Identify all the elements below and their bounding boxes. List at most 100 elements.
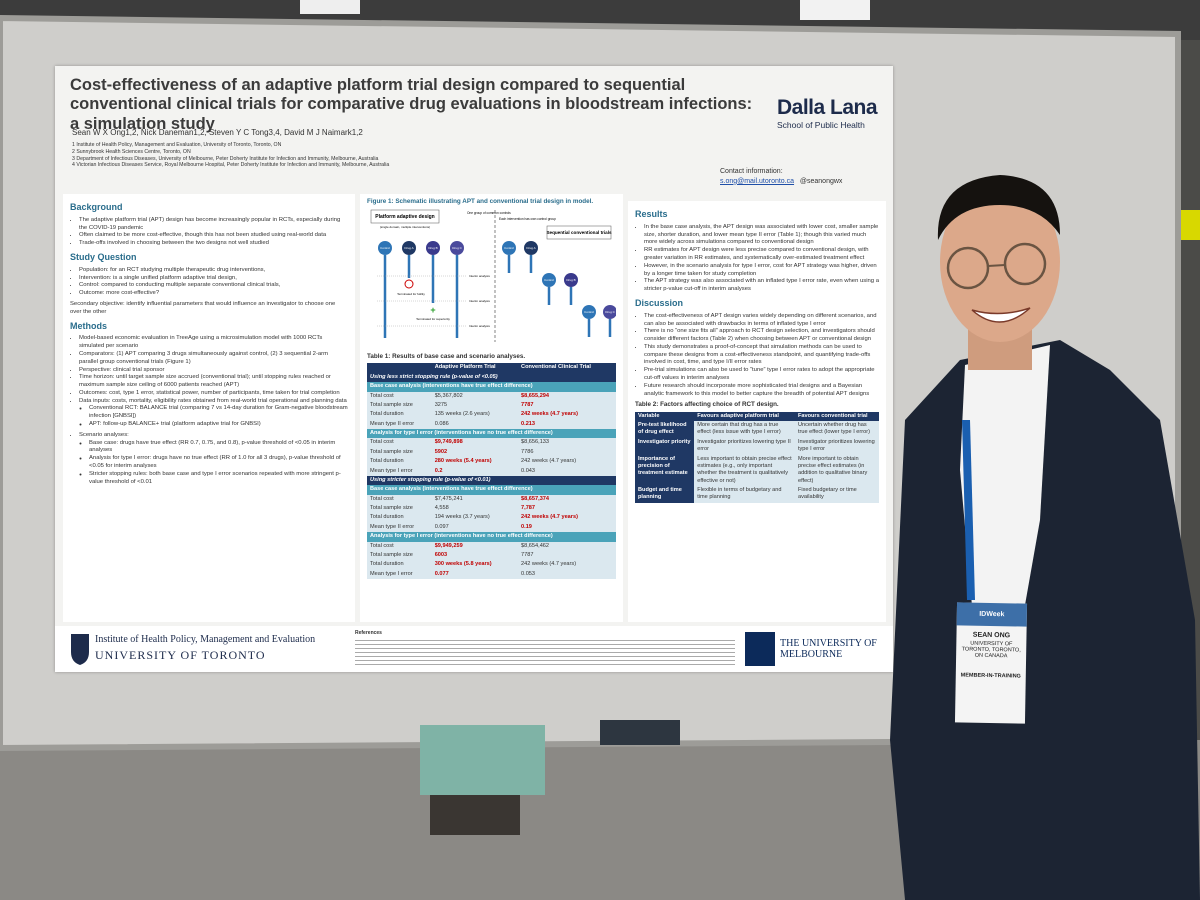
bullet: Future research should incorporate more …	[644, 383, 879, 399]
table-cell: Budget and time planning	[635, 486, 695, 503]
arm-label: Drug C	[452, 246, 462, 250]
note-right: Each intervention has own control group	[499, 217, 556, 221]
section-heading: Methods	[70, 320, 107, 331]
table-caption: Table 2: Factors affecting choice of RCT…	[635, 401, 779, 409]
affiliation: 2 Sunnybrook Health Sciences Centre, Tor…	[72, 148, 191, 155]
table-cell: $9,749,898	[431, 438, 519, 448]
bullet: Population: for an RCT studying multiple…	[79, 267, 348, 275]
table-cell: $7,475,241	[431, 494, 519, 504]
interim-label: Interim analysis	[469, 324, 490, 328]
table-cell: 0.19	[518, 522, 616, 533]
arm-node	[426, 241, 440, 256]
analysis-label: Base case analysis (interventions have t…	[367, 382, 616, 392]
table-header-row: Adaptive Platform Trial Conventional Clin…	[367, 363, 616, 373]
table-cell: $8,656,133	[518, 438, 616, 448]
table-cell: 242 weeks (4.7 years)	[518, 513, 616, 523]
bullet-list: Model-based economic evaluation in TreeA…	[70, 335, 348, 486]
arm-node	[564, 273, 578, 288]
sub-bullet: Conventional RCT: BALANCE trial (compari…	[89, 405, 348, 421]
arm-label: Control	[544, 278, 554, 282]
sub-bullet: Base case: drugs have true effect (RR 0.…	[89, 440, 348, 456]
uoft-institute: Institute of Health Policy, Management a…	[95, 634, 316, 645]
face	[940, 182, 1060, 342]
logo: Dalla Lana School of Public Health	[777, 96, 887, 130]
legs	[430, 795, 520, 835]
sub-bullet: Analysis for type I error: drugs have no…	[89, 455, 348, 471]
table-cell: 7786	[518, 447, 616, 458]
table-cell: 3275	[431, 400, 519, 411]
sub-bullet: Stricter stopping rules: both base case …	[89, 471, 348, 487]
bullet: Scenario analyses: Base case: drugs have …	[79, 432, 348, 486]
table-row: Total duration 194 weeks (3.7 years) 242 w…	[367, 513, 616, 523]
arm-label: Drug B	[566, 278, 575, 282]
right-column: Results In the base case analysis, the AP…	[628, 201, 886, 622]
section-heading: Results	[635, 209, 668, 219]
poster: Cost-effectiveness of an adaptive platfo…	[55, 66, 893, 672]
table-row: Importance of precision of treatment est…	[635, 454, 879, 487]
table-cell: 5902	[431, 447, 519, 458]
table-header-cell: Favours adaptive platform trial	[694, 411, 795, 422]
table-cell: Mean type II error	[367, 419, 432, 429]
note-left: One group of common controls	[467, 211, 511, 215]
bullet: Data inputs: costs, mortality, eligibili…	[79, 398, 348, 429]
figure-caption: Figure 1: Schematic illustrating APT and…	[367, 198, 594, 205]
table-cell: 6003	[431, 550, 519, 561]
factors-table: Variable Favours adaptive platform trial F…	[635, 411, 879, 503]
table-header-cell: Adaptive Platform Trial	[431, 363, 519, 373]
futility-label: Terminated for futility	[397, 292, 425, 296]
bullet: However, in the scenario analysis for ty…	[644, 263, 879, 279]
affiliations: 1 Institute of Health Policy, Management…	[72, 142, 672, 169]
table-cell: $8,654,462	[518, 541, 616, 551]
table-cell: Less important to obtain precise effect …	[694, 454, 795, 487]
bullet-text: Data inputs: costs, mortality, eligibili…	[79, 397, 347, 404]
bullet: Time horizon: until target sample size a…	[79, 374, 348, 390]
uoft-name: UNIVERSITY OF TORONTO	[95, 648, 266, 662]
table-header-cell: Favours conventional trial	[794, 411, 879, 422]
table-cell: Total sample size	[367, 550, 432, 561]
arm-node	[378, 241, 392, 256]
table-cell: 194 weeks (3.7 years)	[431, 513, 519, 523]
email: s.ong@mail.utoronto.ca	[720, 177, 795, 185]
logo-sub: School of Public Health	[777, 120, 865, 130]
table-cell: 135 weeks (2.6 years)	[431, 410, 519, 420]
bullet: Outcome: more cost-effective?	[79, 290, 348, 298]
badge-institution: UNIVERSITY OF TORONTO, TORONTO, ON CANAD…	[961, 640, 1021, 660]
table-cell: 300 weeks (5.8 years)	[431, 560, 519, 570]
table-cell: Total duration	[367, 410, 432, 420]
table-cell: 4,558	[431, 504, 519, 514]
section-heading: Background	[70, 202, 123, 212]
bullet: Perspective: clinical trial sponsor	[79, 367, 348, 375]
table-cell: Total duration	[367, 457, 432, 467]
table-row: Total cost $9,949,259 $8,654,462	[367, 541, 616, 551]
bullet: This study demonstrates a proof-of-conce…	[644, 344, 879, 367]
arm-node	[502, 241, 516, 256]
interim-label: Interim analysis	[469, 274, 490, 278]
bullet: Control: compared to conducting multiple…	[79, 282, 348, 290]
contact: Contact information: s.ong@mail.utoronto…	[720, 167, 842, 187]
table-row: Total cost $9,749,898 $8,656,133	[367, 438, 616, 448]
left-label-box	[370, 210, 440, 224]
analysis-label: Base case analysis (interventions have t…	[367, 485, 616, 495]
secondary-objective: Secondary objective: identify influentia…	[70, 301, 336, 315]
table-header-cell	[367, 363, 432, 373]
bullet: Pre-trial simulations can also be used t…	[644, 367, 879, 383]
badge-role: MEMBER-IN-TRAINING	[960, 672, 1021, 680]
table-cell: Flexible in terms of budgetary and time …	[694, 486, 795, 503]
arm-node	[402, 241, 416, 256]
name-badge: IDWeek SEAN ONG UNIVERSITY OF TORONTO, T…	[954, 602, 1028, 724]
table-row: Mean type II error 0.097 0.19	[367, 522, 616, 533]
bullet: Comparators: (1) APT comparing 3 drugs s…	[79, 351, 348, 367]
table-cell: Total duration	[367, 513, 432, 523]
table-row: Total sample size 6003 7787	[367, 550, 616, 561]
table-row: Total sample size 5902 7786	[367, 447, 616, 458]
table-cell: 280 weeks (5.4 years)	[431, 457, 519, 467]
references-text	[355, 637, 735, 667]
table-header-cell: Conventional Clinical Trial	[518, 363, 616, 373]
ceiling-light	[800, 0, 870, 20]
bullet: The APT strategy was also associated wit…	[644, 278, 879, 294]
arm-label: Control	[380, 246, 390, 250]
figure-schematic: Platform adaptive design (single domain, …	[370, 210, 617, 343]
table-cell: Investigator prioritizes lowering type I…	[694, 437, 795, 455]
results-table: Adaptive Platform Trial Conventional Clin…	[367, 363, 616, 579]
